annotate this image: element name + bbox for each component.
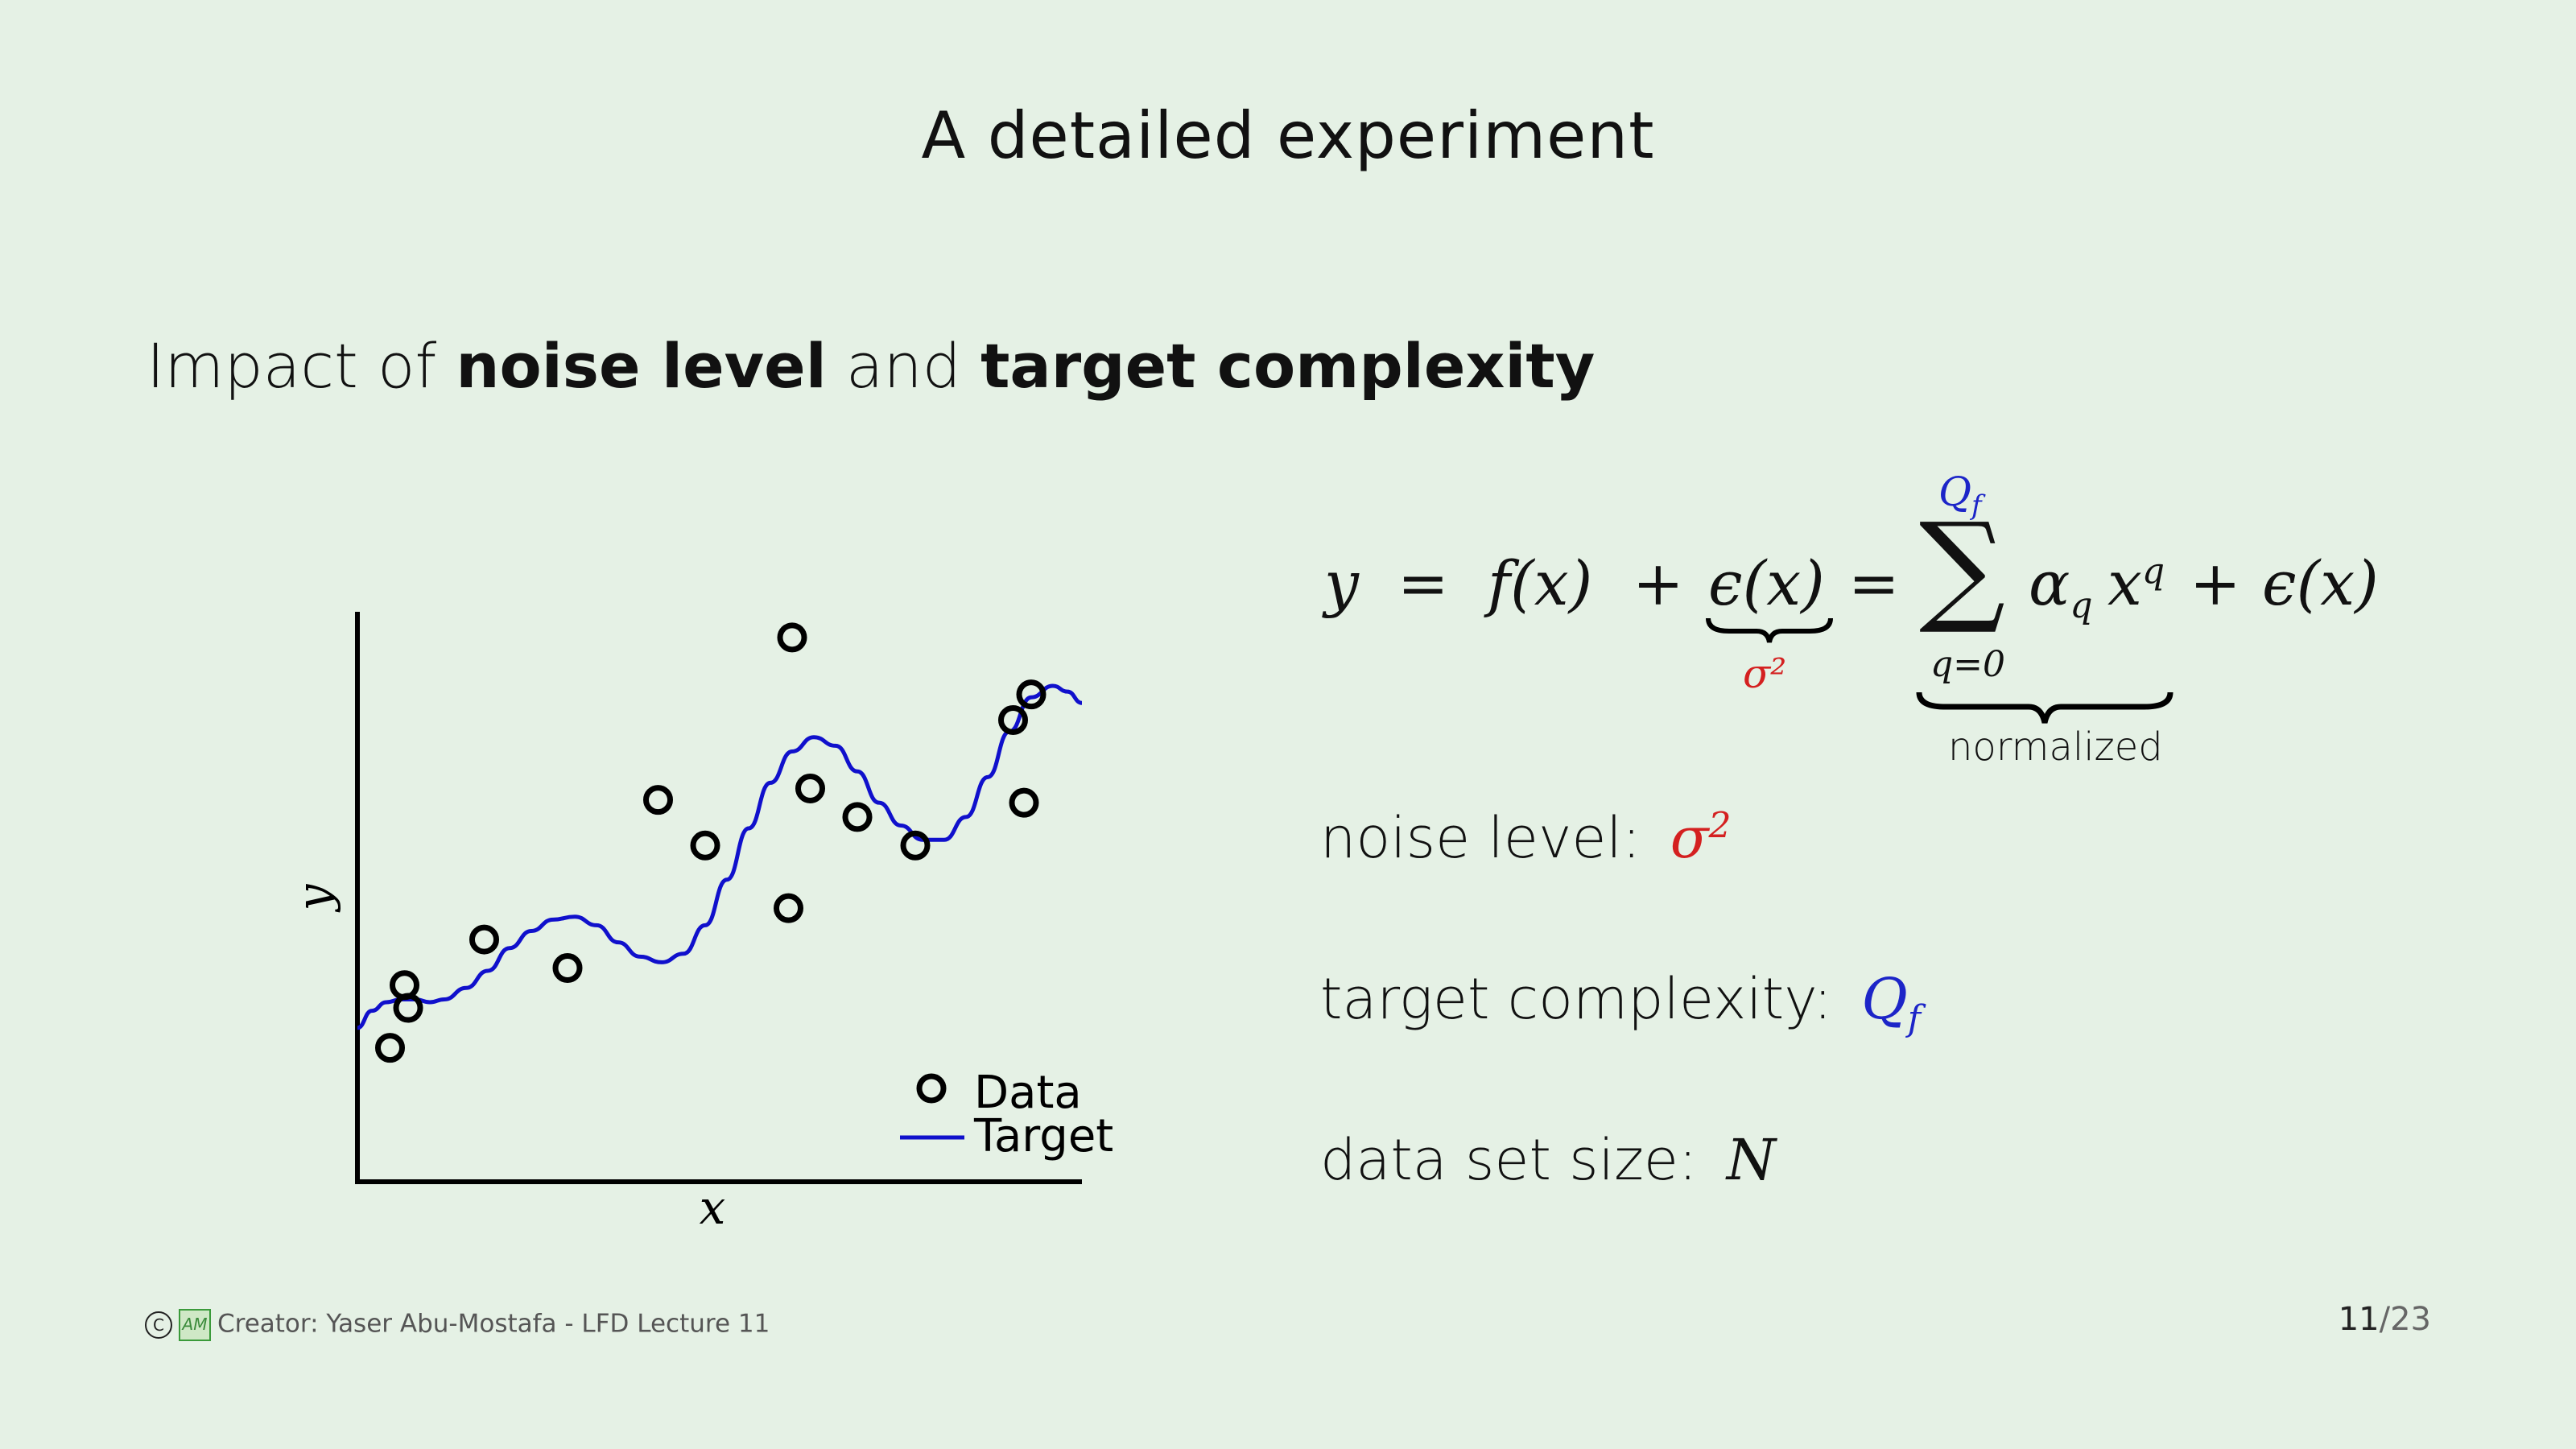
page-total: /23 <box>2379 1301 2431 1338</box>
page-current: 11 <box>2338 1301 2380 1338</box>
sigma-exponent: 2 <box>1708 805 1732 847</box>
eq-alpha-term: αq <box>2029 547 2093 626</box>
data-point <box>777 622 807 653</box>
eq-fx: f(x) <box>1488 547 1593 619</box>
data-point <box>795 773 825 803</box>
subtitle-bold-noise: noise level <box>456 330 827 402</box>
plot-marks <box>357 622 1083 1063</box>
bullet-data-set-size: data set size: N <box>1320 1127 1776 1193</box>
data-set-size-label: data set size: <box>1320 1127 1698 1193</box>
eq-x-power: xq <box>2107 547 2165 619</box>
target-curve <box>357 683 1083 1030</box>
target-complexity-label: target complexity: <box>1320 966 1833 1032</box>
data-point <box>1016 679 1046 710</box>
data-target-plot: x y Data Target <box>290 612 1113 1235</box>
data-point <box>690 830 720 861</box>
data-set-size-value: N <box>1726 1127 1776 1193</box>
alpha-sub: q <box>2070 585 2093 627</box>
y-axis-label: y <box>290 883 341 913</box>
x-exponent: q <box>2141 551 2165 592</box>
sum-upper-q: Q <box>1938 469 1971 515</box>
alpha-symbol: α <box>2029 547 2070 619</box>
sum-underbrace <box>1916 691 2174 724</box>
data-point <box>643 785 673 815</box>
eq-equals-2: = <box>1848 547 1900 619</box>
sigma-symbol: σ <box>1670 805 1709 871</box>
noise-level-value: σ2 <box>1670 805 1732 871</box>
epsilon-underbrace <box>1706 617 1833 643</box>
data-point <box>998 705 1028 736</box>
q-subscript: f <box>1907 998 1922 1039</box>
copyright-icon: C <box>145 1311 172 1339</box>
bullet-noise-level: noise level: σ2 <box>1320 805 1732 871</box>
data-point <box>375 1033 405 1063</box>
x-symbol: x <box>2107 547 2142 619</box>
eq-epsilon-2: ϵ(x) <box>2262 547 2379 619</box>
data-point <box>393 993 423 1023</box>
x-axis-label: x <box>700 1180 726 1235</box>
eq-equals-1: = <box>1397 547 1449 619</box>
subtitle-bold-target: target complexity <box>980 330 1596 402</box>
target-complexity-value: Qf <box>1861 966 1921 1039</box>
data-point <box>469 924 499 955</box>
eq-epsilon: ϵ(x) <box>1708 547 1825 619</box>
slide-title: A detailed experiment <box>921 98 1655 173</box>
footer-credit: Creator: Yaser Abu-Mostafa - LFD Lecture… <box>217 1309 770 1339</box>
legend-target-label: Target <box>973 1110 1113 1162</box>
sum-lower-limit: q=0 <box>1930 644 2006 685</box>
sum-upper-sub: f <box>1971 489 1982 522</box>
page-number: 11/23 <box>2339 1301 2431 1338</box>
data-point <box>900 830 931 861</box>
eq-plus-2: + <box>2190 547 2241 619</box>
amlbook-logo-icon: AM <box>179 1309 211 1341</box>
sum-symbol: ∑ <box>1919 497 2006 638</box>
normalized-label: normalized <box>1948 724 2163 770</box>
subtitle-text-2: and <box>826 330 981 402</box>
legend-data-label: Data <box>974 1067 1082 1119</box>
eq-plus-1: + <box>1633 547 1684 619</box>
footer: C AM Creator: Yaser Abu-Mostafa - LFD Lect… <box>145 1309 770 1341</box>
data-point <box>774 893 803 923</box>
q-symbol: Q <box>1861 966 1908 1032</box>
noise-level-label: noise level: <box>1320 805 1641 871</box>
data-point <box>552 953 583 983</box>
eq-lhs-y: y <box>1324 547 1359 619</box>
slide-subtitle: Impact of noise level and target complex… <box>147 330 1595 402</box>
subtitle-text-1: Impact of <box>147 330 456 402</box>
sum-upper-limit: Qf <box>1938 469 1982 522</box>
sigma-squared-label: σ² <box>1743 650 1787 697</box>
data-point <box>1009 787 1039 818</box>
bullet-target-complexity: target complexity: Qf <box>1320 966 1921 1039</box>
data-point <box>842 802 873 832</box>
legend-data-marker <box>916 1073 947 1104</box>
